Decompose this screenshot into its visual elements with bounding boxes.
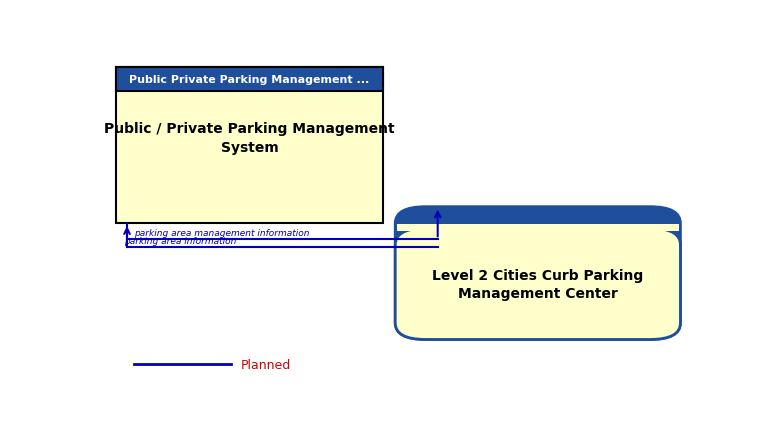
Text: Public / Private Parking Management
System: Public / Private Parking Management Syst… bbox=[104, 122, 395, 154]
Text: parking area information: parking area information bbox=[124, 237, 236, 245]
FancyBboxPatch shape bbox=[116, 68, 383, 224]
Text: Planned: Planned bbox=[240, 358, 290, 371]
FancyBboxPatch shape bbox=[395, 229, 680, 340]
Bar bbox=[116, 68, 383, 92]
Bar bbox=[397, 225, 679, 231]
Text: Public Private Parking Management ...: Public Private Parking Management ... bbox=[129, 75, 370, 85]
Text: parking area management information: parking area management information bbox=[135, 228, 310, 237]
FancyBboxPatch shape bbox=[395, 207, 680, 340]
Text: Level 2 Cities Curb Parking
Management Center: Level 2 Cities Curb Parking Management C… bbox=[432, 268, 644, 301]
